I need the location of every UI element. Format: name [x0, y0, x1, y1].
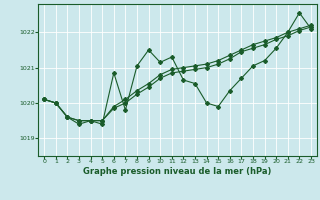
X-axis label: Graphe pression niveau de la mer (hPa): Graphe pression niveau de la mer (hPa): [84, 167, 272, 176]
